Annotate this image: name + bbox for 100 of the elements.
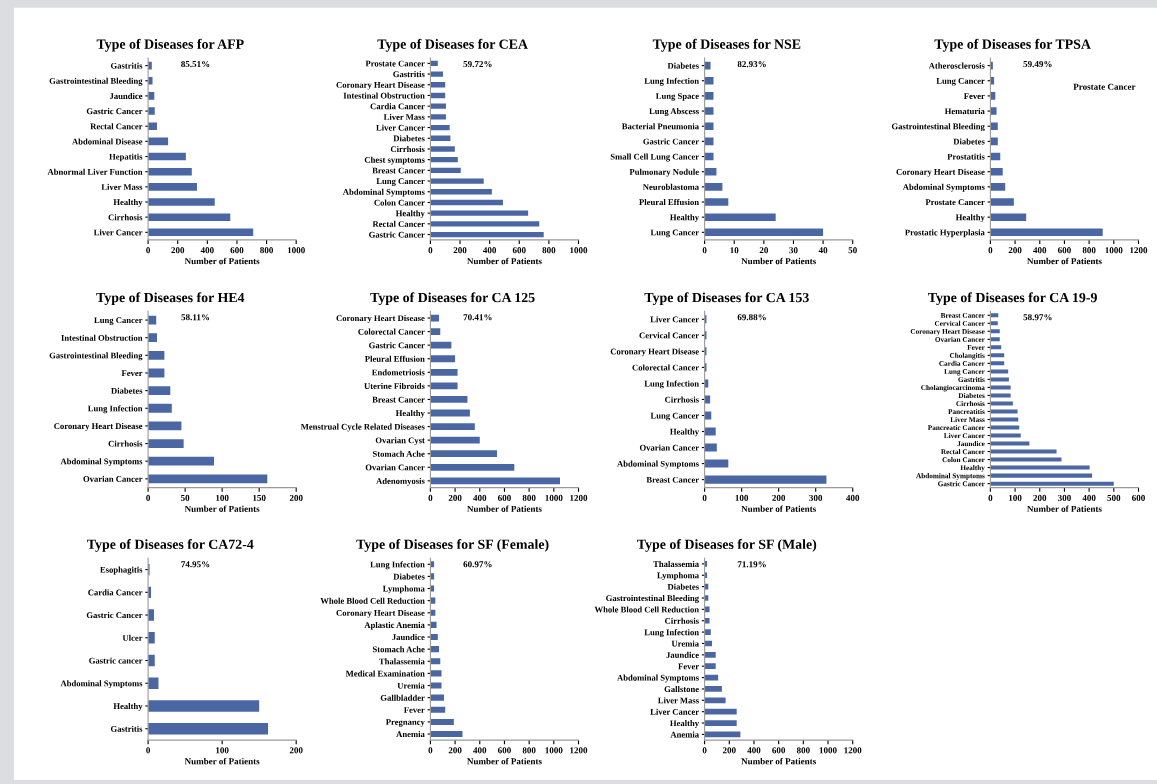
y-tick-label: Endometriosis: [371, 369, 425, 376]
y-tick-label: Pulmonary Nodule: [629, 168, 699, 177]
y-tick-label: Colorectal Cancer: [358, 328, 425, 335]
y-tick-label: Jaundice: [109, 92, 143, 99]
y-tick-label: Whole Blood Cell Reduction: [320, 597, 425, 604]
x-tick-label: 400: [1033, 247, 1047, 254]
y-tick-label: Diabetes: [111, 387, 143, 394]
x-tick-label: 1000: [287, 247, 305, 254]
y-tick-label: Prostate Cancer: [925, 199, 985, 206]
x-tick-label: 0: [702, 247, 707, 254]
x-axis-title: Number of Patients: [184, 505, 260, 512]
x-tick-label: 100: [1009, 494, 1022, 501]
y-tick-label: Intestinal Obstruction: [61, 334, 143, 341]
x-tick-label: 100: [216, 494, 229, 501]
x-tick-label: 600: [497, 747, 511, 754]
y-tick-label: Lung Cancer: [650, 412, 699, 421]
y-tick-label: Ovarian Cancer: [83, 475, 143, 482]
y-tick-label: Cirrhosis: [108, 214, 143, 221]
annotation: 74.95%: [181, 561, 210, 568]
x-tick-label: 600: [1057, 247, 1071, 254]
y-tick-label: Gastric Cancer: [86, 612, 143, 619]
x-tick-label: 200: [289, 494, 303, 501]
y-tick-label: Lung Infection: [644, 629, 699, 638]
x-axis-title: Number of Patients: [467, 757, 542, 765]
x-axis-title: Number of Patients: [467, 505, 542, 512]
y-tick-label: Anemia: [396, 731, 425, 738]
annotation: 69.88%: [737, 314, 766, 321]
y-tick-label: Intestinal Obstruction: [343, 92, 425, 99]
annotation: 59.72%: [463, 61, 492, 68]
x-tick-label: 800: [542, 247, 556, 254]
x-tick-label: 0: [702, 747, 707, 754]
y-tick-label: Prostate Cancer: [365, 60, 425, 67]
x-tick-label: 0: [146, 494, 151, 501]
x-tick-label: 50: [180, 494, 190, 501]
x-axis-title: Number of Patients: [1027, 505, 1102, 512]
y-tick-label: Fever: [963, 93, 985, 99]
x-tick-label: 400: [1082, 494, 1096, 501]
chart-title: Type of Diseases for CEA: [377, 38, 528, 52]
y-tick-label: Gastrointestinal Bleeding: [891, 123, 985, 132]
y-tick-label: Gastric Cancer: [369, 342, 425, 349]
x-tick-label: 100: [735, 494, 749, 501]
y-tick-label: Lung Infection: [644, 77, 699, 86]
y-tick-label: Healthy: [395, 210, 425, 218]
x-tick-label: 1200: [570, 494, 588, 501]
y-tick-label: Whole Blood Cell Reduction: [594, 606, 699, 613]
y-tick-label: Cervical Cancer: [639, 332, 699, 339]
y-tick-label: Gastrointestinal Bleeding: [49, 77, 143, 86]
y-tick-label: Esophagitis: [100, 566, 143, 575]
x-tick-label: 50: [848, 247, 857, 254]
y-tick-label: Diabetes: [667, 62, 699, 69]
x-tick-label: 200: [772, 494, 786, 501]
y-tick-label: Gallbladder: [380, 694, 425, 701]
y-tick-label: Abdominal Symptoms: [617, 674, 699, 683]
y-tick-label: Abdominal Symptoms: [60, 458, 143, 467]
y-tick-label: Lung Cancer: [936, 78, 985, 86]
y-tick-label: Gastritis: [110, 725, 143, 732]
y-tick-label: Gastritis: [110, 62, 143, 69]
y-tick-label: Uremia: [397, 682, 425, 689]
y-tick-label: Abnormal Liver Function: [47, 168, 143, 175]
y-tick-label: Liver Cancer: [650, 708, 699, 715]
y-tick-label: Coronary Heart Disease: [336, 81, 425, 90]
x-tick-label: 600: [512, 247, 526, 254]
x-tick-label: 0: [428, 247, 433, 254]
x-tick-label: 1200: [1130, 247, 1148, 254]
x-axis-title: Number of Patients: [184, 257, 260, 265]
x-tick-label: 0: [428, 494, 433, 501]
x-tick-label: 800: [522, 494, 536, 501]
y-tick-label: Thalassemia: [379, 658, 425, 665]
y-tick-label: Pregnancy: [385, 719, 425, 727]
y-tick-label: Stomach Ache: [372, 646, 425, 653]
x-tick-label: 400: [473, 494, 487, 501]
y-tick-label: Coronary Heart Disease: [336, 609, 425, 618]
chart-title: Type of Diseases for AFP: [96, 38, 244, 52]
y-tick-label: Gastric Cancer: [643, 138, 699, 145]
y-tick-label: Chest symptoms: [364, 156, 425, 165]
y-tick-label: Lung Space: [655, 93, 699, 101]
y-tick-label: Healthy: [670, 720, 699, 728]
y-tick-label: Gastrointestinal Bleeding: [49, 352, 143, 361]
annotation: 59.49%: [1023, 61, 1052, 68]
x-tick-label: 600: [772, 747, 786, 754]
x-tick-label: 1200: [570, 747, 588, 754]
x-tick-label: 200: [722, 747, 736, 754]
y-tick-label: Healthy: [955, 214, 985, 223]
y-tick-label: Liver Mass: [383, 113, 425, 120]
y-tick-label: Jaundice: [666, 651, 699, 658]
y-tick-label: Fever: [403, 707, 425, 713]
y-tick-label: Jaundice: [392, 634, 425, 641]
y-tick-label: Diabetes: [393, 135, 425, 142]
x-tick-label: 20: [759, 247, 769, 254]
y-tick-label: Diabetes: [667, 583, 699, 590]
y-tick-label: Prostatitis: [947, 153, 985, 160]
y-tick-label: Liver Mass: [657, 697, 699, 704]
y-tick-label: Cirrhosis: [665, 396, 699, 403]
x-tick-label: 600: [497, 494, 511, 501]
x-axis-title: Number of Patients: [741, 505, 816, 512]
y-tick-label: Bacterial Pneumonia: [621, 123, 699, 130]
y-tick-label: Liver Cancer: [650, 316, 699, 323]
y-tick-label: Coronary Heart Disease: [896, 168, 985, 177]
y-tick-label: Cirrhosis: [665, 617, 699, 624]
chart-title: Type of Diseases for CA 125: [370, 292, 535, 306]
